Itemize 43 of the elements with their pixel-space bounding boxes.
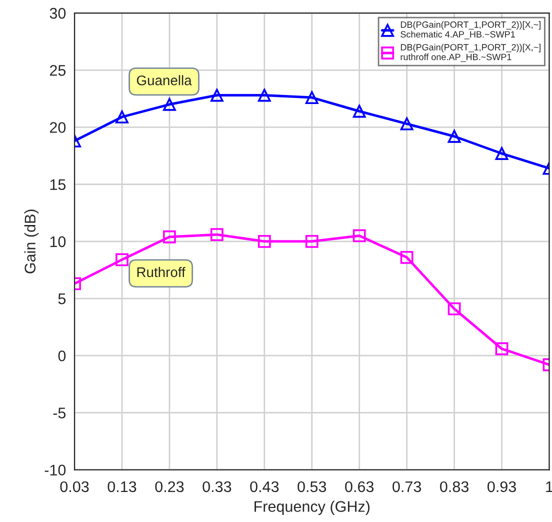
x-tick-label: 0.23 [155, 481, 184, 492]
x-tick-label: 0.73 [392, 481, 422, 492]
point [116, 110, 128, 124]
x-tick-label: 0.43 [250, 481, 279, 492]
y-tick-label: -10 [44, 464, 66, 476]
point [400, 250, 414, 264]
x-tick-label: 0.83 [440, 481, 468, 492]
point [400, 117, 414, 130]
point [495, 342, 508, 356]
y-tick-label: 10 [50, 236, 66, 248]
point [448, 130, 461, 143]
point [352, 104, 366, 118]
x-tick-label: 0.13 [108, 481, 136, 492]
annotation: Guanella [136, 75, 192, 86]
y-tick-label: 0 [58, 350, 66, 362]
x-tick-label: 0.93 [488, 481, 516, 492]
y-tick-label: 15 [50, 179, 66, 190]
point [210, 88, 224, 102]
point [495, 147, 508, 160]
point [258, 234, 271, 248]
point [163, 98, 176, 111]
y-tick-label: 5 [58, 294, 66, 304]
legend-label: DB(PGain(PORT_1,PORT_2))[X,~] ruthroff one.AP_HB.~SWP1 [400, 44, 540, 62]
x-tick-label: 0.63 [345, 481, 374, 492]
x-axis-title: Frequency (GHz) [254, 500, 370, 515]
annotation: Ruthroff [137, 266, 186, 278]
point [352, 229, 366, 242]
point [448, 302, 461, 316]
y-tick-label: 30 [50, 8, 66, 19]
y-axis-title: Gain (dB) [24, 210, 39, 274]
legend-label: DB(PGain(PORT_1,PORT_2))[X,~] Schematic 4.AP_HB.~SWP1 [400, 21, 540, 40]
y-tick-label: -5 [53, 408, 66, 418]
y-tick-label: 25 [50, 65, 66, 76]
x-tick-label: 0.03 [60, 481, 89, 492]
point [116, 253, 128, 266]
point [163, 230, 176, 244]
x-tick-label: 0.53 [298, 481, 326, 492]
x-tick-label: 0.33 [202, 481, 232, 492]
point [258, 88, 271, 102]
point [305, 234, 318, 248]
point [305, 91, 318, 104]
point [210, 228, 224, 242]
y-tick-label: 20 [50, 122, 66, 133]
